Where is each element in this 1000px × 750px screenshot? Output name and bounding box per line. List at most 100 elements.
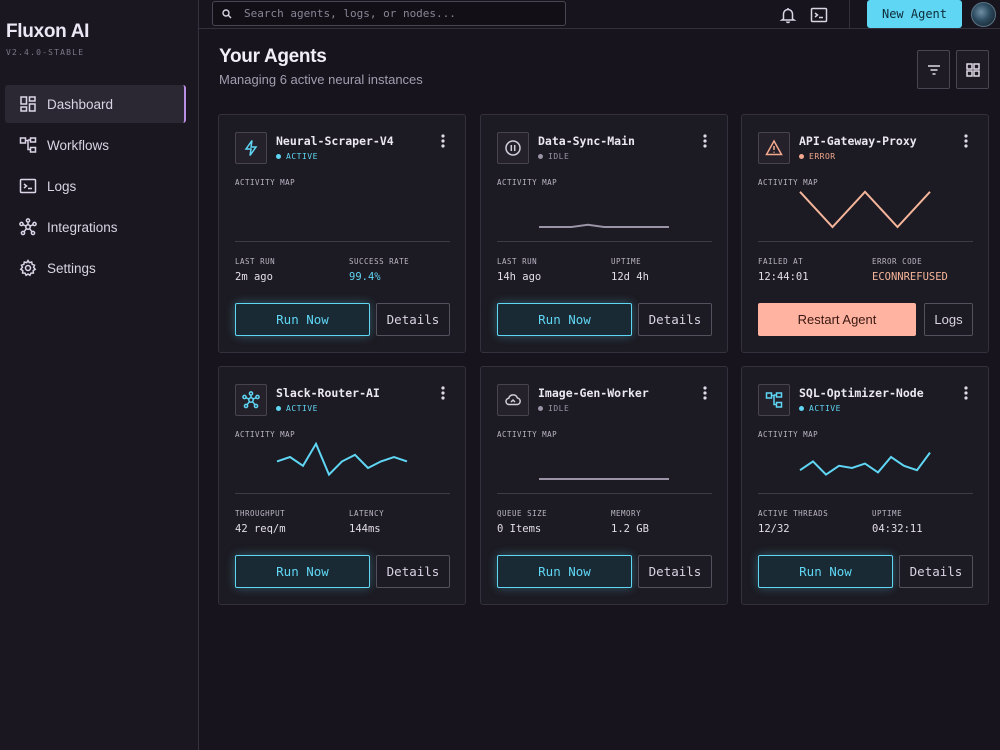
details-button[interactable]: Details bbox=[638, 303, 712, 336]
hub-icon bbox=[19, 218, 37, 236]
metric-label: LAST RUN bbox=[235, 257, 276, 266]
agent-name: Image-Gen-Worker bbox=[538, 386, 649, 400]
details-button[interactable]: Details bbox=[638, 555, 712, 588]
more-vert-icon[interactable] bbox=[701, 133, 709, 149]
metric-value: 99.4% bbox=[349, 271, 381, 283]
activity-map-label: ACTIVITY MAP bbox=[497, 430, 558, 439]
agent-card: Data-Sync-Main IDLE ACTIVITY MAP LAST RU… bbox=[480, 114, 728, 353]
agent-icon-box bbox=[758, 384, 790, 416]
run-now-button[interactable]: Run Now bbox=[758, 555, 893, 588]
sparkline-path bbox=[799, 452, 931, 476]
avatar[interactable] bbox=[971, 2, 996, 27]
bell-icon[interactable] bbox=[779, 6, 797, 24]
metric-value: 42 req/m bbox=[235, 523, 286, 535]
metric-value: 1.2 GB bbox=[611, 523, 649, 535]
metric-label: FAILED AT bbox=[758, 257, 804, 266]
metric-label: UPTIME bbox=[611, 257, 642, 266]
agent-icon-box bbox=[235, 132, 267, 164]
cloud-sync-icon bbox=[505, 394, 521, 406]
more-vert-icon[interactable] bbox=[439, 133, 447, 149]
run-now-button[interactable]: Run Now bbox=[497, 303, 632, 336]
search-icon bbox=[222, 8, 232, 18]
agent-name: API-Gateway-Proxy bbox=[799, 134, 917, 148]
top-bar: New Agent bbox=[199, 0, 1000, 29]
metric-label: LATENCY bbox=[349, 509, 385, 518]
status-dot bbox=[538, 406, 543, 411]
details-button[interactable]: Details bbox=[899, 555, 973, 588]
status-text: ACTIVE bbox=[809, 404, 841, 413]
metric-label: ERROR CODE bbox=[872, 257, 923, 266]
metric-value: 04:32:11 bbox=[872, 523, 923, 535]
restart-agent-button[interactable]: Restart Agent bbox=[758, 303, 916, 336]
activity-map-label: ACTIVITY MAP bbox=[758, 430, 819, 439]
sidebar-item-integrations[interactable]: Integrations bbox=[5, 208, 186, 246]
status-dot bbox=[276, 154, 281, 159]
divider bbox=[849, 0, 850, 29]
dashboard-icon bbox=[19, 95, 37, 113]
logs-button[interactable]: Logs bbox=[924, 303, 973, 336]
metric-label: QUEUE SIZE bbox=[497, 509, 548, 518]
divider bbox=[758, 241, 973, 242]
agent-name: Data-Sync-Main bbox=[538, 134, 635, 148]
sparkline-path bbox=[539, 223, 669, 228]
more-vert-icon[interactable] bbox=[439, 385, 447, 401]
agent-name: SQL-Optimizer-Node bbox=[799, 386, 924, 400]
new-agent-button[interactable]: New Agent bbox=[867, 0, 962, 28]
metric-value: 14h ago bbox=[497, 271, 542, 283]
activity-sparkline bbox=[539, 478, 669, 480]
divider bbox=[235, 241, 450, 242]
metric-label: ACTIVE THREADS bbox=[758, 509, 829, 518]
run-now-button[interactable]: Run Now bbox=[235, 303, 370, 336]
app-logo-text: Fluxon AI bbox=[6, 21, 90, 42]
status-text: ACTIVE bbox=[286, 404, 318, 413]
sidebar-item-logs[interactable]: Logs bbox=[5, 167, 186, 205]
agent-card: API-Gateway-Proxy ERROR ACTIVITY MAP FAI… bbox=[741, 114, 989, 353]
hub-icon bbox=[242, 391, 260, 409]
filter-button[interactable] bbox=[917, 50, 950, 89]
sidebar-item-label: Logs bbox=[47, 178, 77, 194]
status-badge: ACTIVE bbox=[799, 404, 841, 413]
sidebar-item-label: Settings bbox=[47, 260, 96, 276]
sidebar-item-dashboard[interactable]: Dashboard bbox=[5, 85, 186, 123]
run-now-button[interactable]: Run Now bbox=[497, 555, 632, 588]
activity-map-label: ACTIVITY MAP bbox=[497, 178, 558, 187]
metric-label: MEMORY bbox=[611, 509, 642, 518]
activity-map-label: ACTIVITY MAP bbox=[235, 178, 296, 187]
terminal-icon bbox=[19, 177, 37, 195]
details-button[interactable]: Details bbox=[376, 303, 450, 336]
status-badge: ACTIVE bbox=[276, 404, 318, 413]
status-badge: IDLE bbox=[538, 152, 569, 161]
agent-icon-box bbox=[497, 132, 529, 164]
status-dot bbox=[799, 406, 804, 411]
agent-card: Slack-Router-AI ACTIVE ACTIVITY MAP THRO… bbox=[218, 366, 466, 605]
sidebar-item-settings[interactable]: Settings bbox=[5, 249, 186, 287]
search-box[interactable] bbox=[212, 1, 566, 26]
status-text: IDLE bbox=[548, 152, 570, 161]
grid-view-button[interactable] bbox=[956, 50, 989, 89]
more-vert-icon[interactable] bbox=[962, 385, 970, 401]
sidebar-item-workflows[interactable]: Workflows bbox=[5, 126, 186, 164]
agent-card: Neural-Scraper-V4 ACTIVE ACTIVITY MAP LA… bbox=[218, 114, 466, 353]
details-button[interactable]: Details bbox=[376, 555, 450, 588]
activity-sparkline bbox=[799, 452, 931, 476]
metric-value: 12/32 bbox=[758, 523, 790, 535]
status-dot bbox=[276, 406, 281, 411]
warning-icon bbox=[765, 139, 783, 156]
agent-icon-box bbox=[497, 384, 529, 416]
terminal-icon[interactable] bbox=[810, 6, 828, 24]
status-badge: ERROR bbox=[799, 152, 836, 161]
status-badge: IDLE bbox=[538, 404, 569, 413]
search-input[interactable] bbox=[244, 7, 544, 20]
more-vert-icon[interactable] bbox=[701, 385, 709, 401]
agent-name: Neural-Scraper-V4 bbox=[276, 134, 394, 148]
more-vert-icon[interactable] bbox=[962, 133, 970, 149]
run-now-button[interactable]: Run Now bbox=[235, 555, 370, 588]
activity-map-label: ACTIVITY MAP bbox=[235, 430, 296, 439]
sparkline-path bbox=[276, 441, 408, 477]
activity-sparkline bbox=[799, 190, 931, 229]
gear-icon bbox=[19, 259, 37, 277]
metric-value: ECONNREFUSED bbox=[872, 271, 948, 283]
status-dot bbox=[538, 154, 543, 159]
metric-label: UPTIME bbox=[872, 509, 903, 518]
sidebar: Fluxon AI V2.4.0-STABLE Dashboard Workfl… bbox=[0, 0, 199, 750]
